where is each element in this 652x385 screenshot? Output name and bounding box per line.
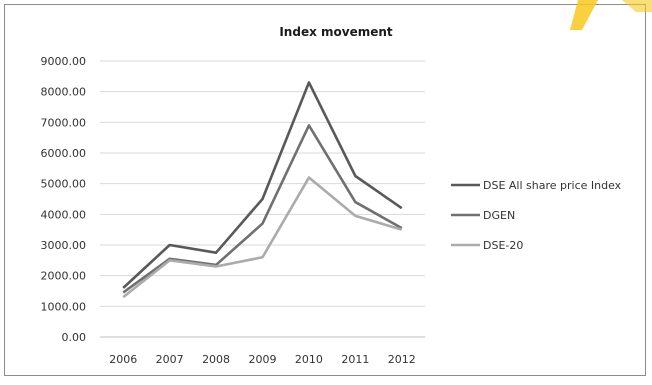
corner-decoration-icon [570, 0, 652, 30]
chart-title: Index movement [279, 25, 393, 39]
x-tick-label: 2010 [295, 353, 323, 366]
y-tick-label: 8000.00 [41, 86, 87, 99]
x-tick-label: 2006 [109, 353, 137, 366]
y-tick-label: 3000.00 [41, 239, 87, 252]
series-lines [122, 81, 403, 299]
y-tick-label: 0.00 [62, 331, 87, 344]
series-line-3 [122, 176, 403, 299]
gridlines [100, 60, 425, 338]
legend-label: DSE All share price Index [483, 179, 622, 192]
x-tick-label: 2007 [156, 353, 184, 366]
y-tick-label: 1000.00 [41, 300, 87, 313]
x-tick-label: 2008 [202, 353, 230, 366]
x-tick-label: 2012 [388, 353, 416, 366]
series-line-2 [122, 124, 403, 294]
y-tick-label: 5000.00 [41, 178, 87, 191]
x-tick-label: 2009 [249, 353, 277, 366]
y-axis-ticks: 0.00 1000.00 2000.00 3000.00 4000.00 5000.00 6… [41, 55, 87, 344]
legend-label: DSE-20 [483, 239, 523, 252]
y-tick-label: 4000.00 [41, 208, 87, 221]
y-tick-label: 9000.00 [41, 55, 87, 68]
y-tick-label: 7000.00 [41, 116, 87, 129]
y-tick-label: 2000.00 [41, 270, 87, 283]
x-tick-label: 2011 [341, 353, 369, 366]
y-tick-label: 6000.00 [41, 147, 87, 160]
x-axis-ticks: 2006 2007 2008 2009 2010 2011 2012 [109, 353, 416, 366]
legend: DSE All share price Index DGEN DSE-20 [451, 179, 622, 252]
legend-label: DGEN [483, 209, 515, 222]
